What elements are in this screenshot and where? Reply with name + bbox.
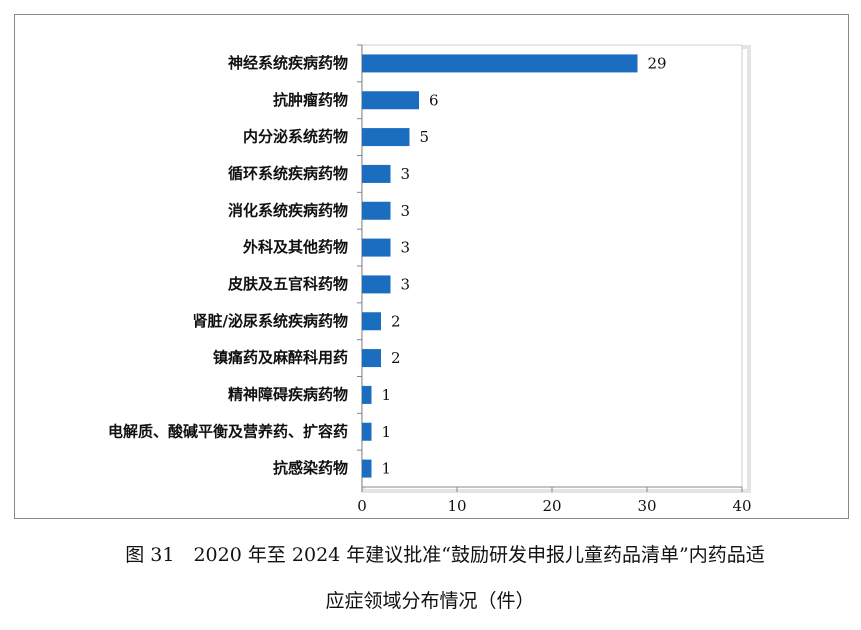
data-label: 3 (401, 275, 411, 293)
data-label: 3 (401, 202, 411, 220)
bar (362, 201, 391, 220)
data-label: 6 (429, 91, 439, 109)
x-tick-label: 0 (357, 497, 367, 515)
y-tick-label: 镇痛药及麻醉科用药 (213, 349, 348, 367)
y-tick-label: 内分泌系统药物 (243, 128, 348, 146)
x-tick-label: 40 (732, 497, 751, 515)
bar (362, 164, 391, 183)
bar (362, 385, 372, 404)
y-tick-label: 抗肿瘤药物 (273, 91, 348, 109)
x-tick-label: 10 (447, 497, 466, 515)
bar (362, 459, 372, 478)
y-tick-label: 循环系统疾病药物 (228, 164, 348, 182)
y-tick-label: 抗感染药物 (273, 459, 348, 477)
caption-line: 图 31 2020 年至 2024 年建议批准“鼓励研发申报儿童药品清单”内药品… (125, 544, 764, 566)
x-tick-label: 30 (637, 497, 656, 515)
caption-line: 应症领域分布情况（件） (325, 590, 534, 612)
data-label: 29 (648, 54, 667, 72)
y-tick-label: 精神障碍疾病药物 (228, 385, 348, 403)
data-label: 3 (401, 165, 411, 183)
data-label: 1 (382, 386, 392, 404)
bar (362, 275, 391, 294)
y-tick-label: 电解质、酸碱平衡及营养药、扩容药 (108, 422, 348, 440)
y-tick-label: 消化系统疾病药物 (228, 201, 348, 219)
bar (362, 349, 381, 368)
y-tick-label: 肾脏/泌尿系统疾病药物 (193, 312, 348, 330)
bar (362, 91, 419, 110)
bar (362, 128, 410, 147)
y-tick-label: 皮肤及五官科药物 (228, 275, 348, 293)
bar (362, 422, 372, 441)
data-label: 2 (391, 349, 401, 367)
data-label: 5 (420, 128, 430, 146)
data-label: 1 (382, 460, 392, 478)
y-tick-label: 外科及其他药物 (242, 238, 348, 256)
x-tick-label: 20 (542, 497, 561, 515)
plot-area (361, 44, 743, 488)
y-tick-label: 神经系统疾病药物 (228, 54, 348, 72)
bar (362, 54, 638, 73)
bar (362, 238, 391, 257)
data-label: 2 (391, 312, 401, 330)
data-label: 3 (401, 239, 411, 257)
bar (362, 312, 381, 331)
data-label: 1 (382, 423, 392, 441)
